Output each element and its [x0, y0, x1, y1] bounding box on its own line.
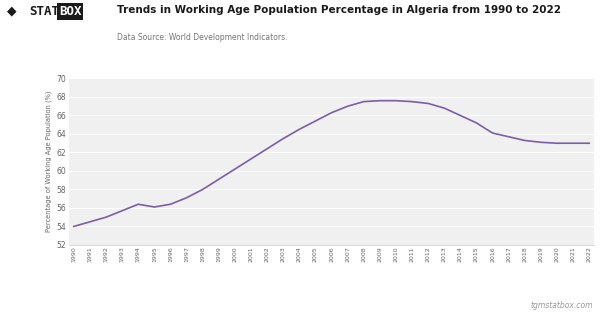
Text: STAT: STAT — [29, 5, 59, 18]
Text: Data Source: World Development Indicators.: Data Source: World Development Indicator… — [117, 33, 287, 42]
Text: Trends in Working Age Population Percentage in Algeria from 1990 to 2022: Trends in Working Age Population Percent… — [117, 5, 561, 15]
Text: tgmstatbox.com: tgmstatbox.com — [530, 301, 593, 310]
Text: BOX: BOX — [59, 5, 82, 18]
Y-axis label: Percentage of Working Age Population (%): Percentage of Working Age Population (%) — [46, 91, 52, 232]
Text: ◆: ◆ — [7, 5, 17, 18]
